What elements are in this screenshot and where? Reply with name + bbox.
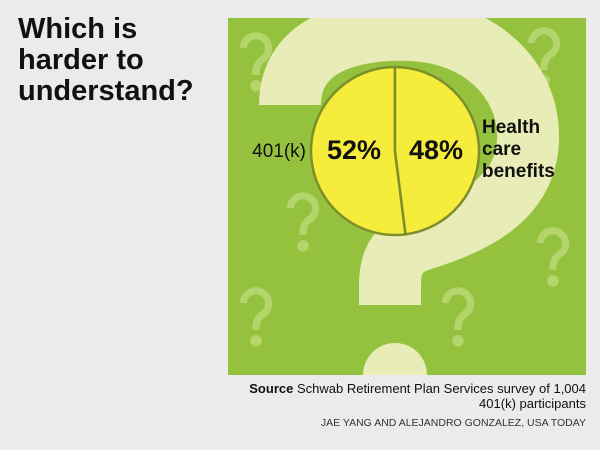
pie-slice [309,65,407,237]
source-text: Schwab Retirement Plan Services survey o… [296,381,586,411]
value-label: 48% [409,135,463,165]
credit: JAE YANG AND ALEJANDRO GONZALEZ, USA TOD… [320,417,586,429]
source-label: Source [249,381,294,396]
pie-slice [393,65,481,236]
value-label: 52% [327,135,381,165]
source-note: Source Schwab Retirement Plan Services s… [246,381,586,411]
category-label: Health care benefits [482,117,555,182]
category-label: 401(k) [252,141,306,162]
decoration [243,18,565,375]
chart-title: Which is harder to understand? [18,13,194,107]
